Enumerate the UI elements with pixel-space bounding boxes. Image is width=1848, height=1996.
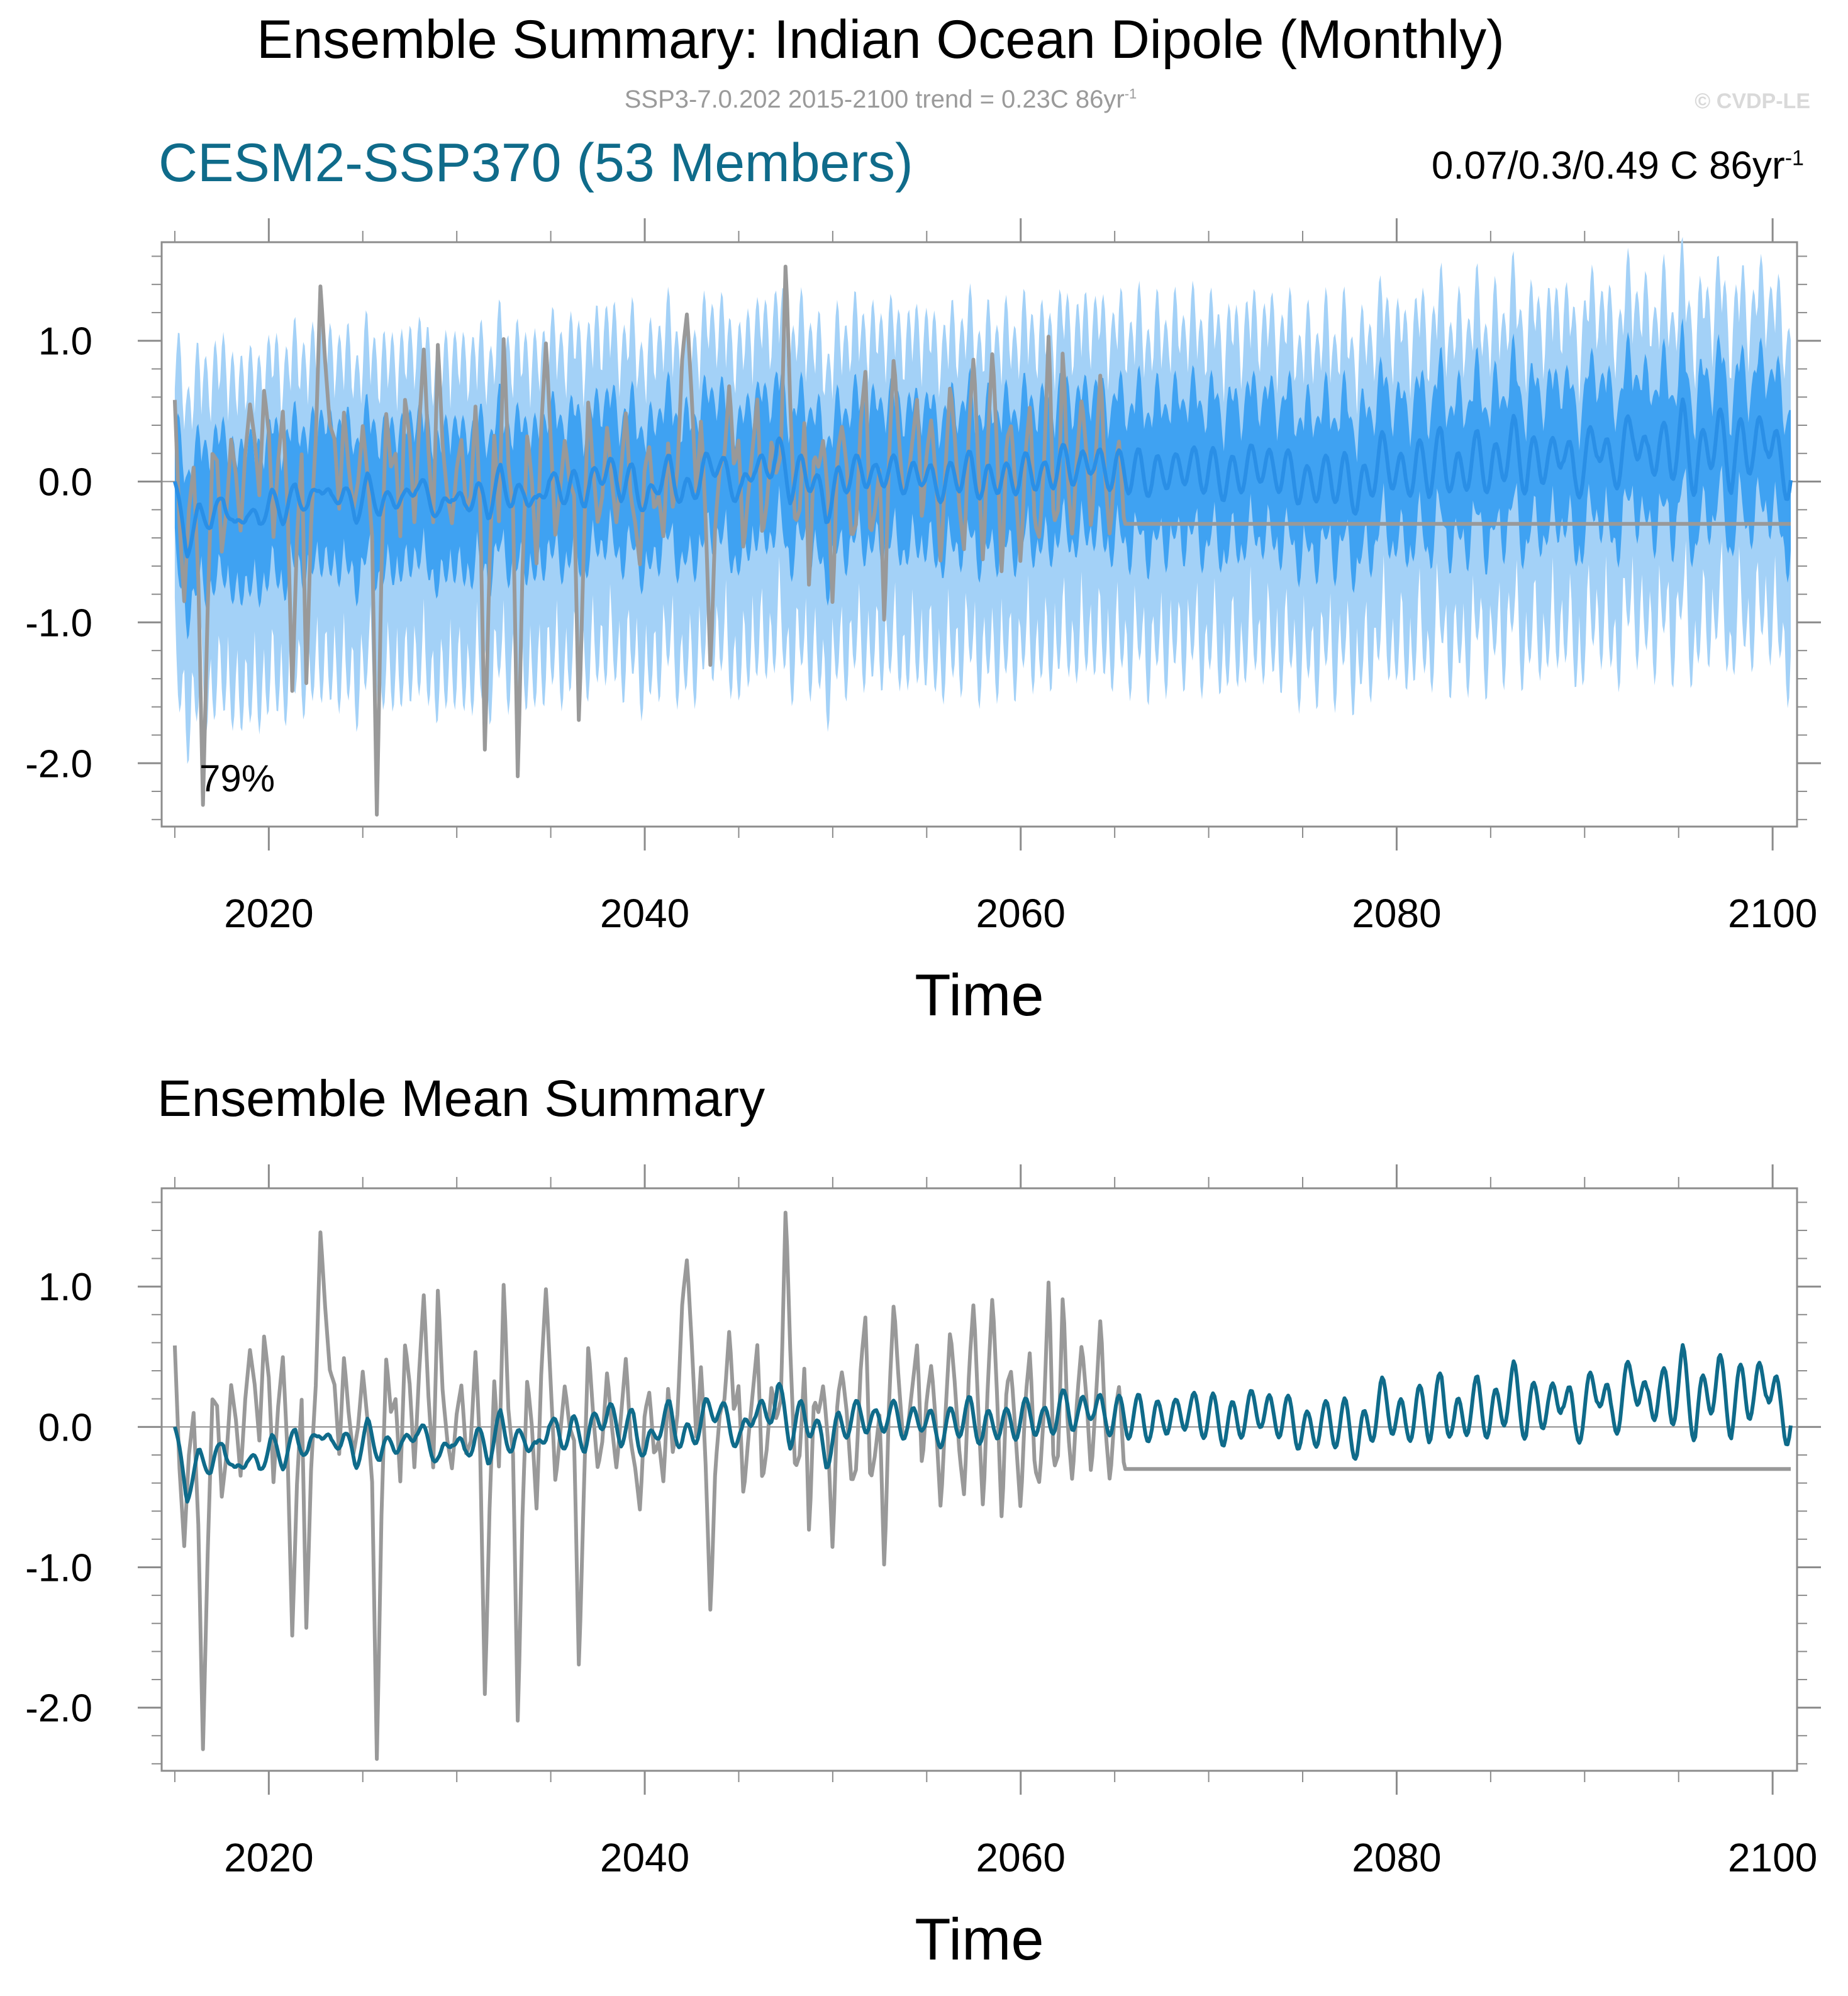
p2-y-tick-label: 1.0 — [38, 1266, 92, 1309]
p1-x-tick-label: 2100 — [1728, 891, 1817, 936]
p2-y-tick-label: -2.0 — [25, 1687, 92, 1731]
p1-y-tick-label: -1.0 — [25, 601, 92, 645]
p2-x-tick-label: 2080 — [1352, 1835, 1441, 1880]
panel2-title: Ensemble Mean Summary — [157, 1070, 765, 1127]
p2-x-tick-label: 2100 — [1728, 1835, 1817, 1880]
p1-x-tick-label: 2060 — [976, 891, 1066, 936]
p1-observations-line — [172, 264, 1791, 817]
p2-y-tick-label: 0.0 — [38, 1406, 92, 1449]
trend-subtitle-text: SSP3-7.0.202 2015-2100 trend = 0.23C 86y… — [624, 86, 1125, 113]
trend-range-exponent: -1 — [1784, 146, 1804, 170]
p2-ensemble-mean-line — [173, 1343, 1793, 1504]
p1-x-tick-label: 2040 — [600, 891, 689, 936]
p1-y-tick-label: -2.0 — [25, 742, 92, 786]
p1-x-axis-label: Time — [915, 962, 1044, 1028]
trend-range-text: 0.07/0.3/0.49 C 86yr — [1431, 144, 1785, 187]
p2-x-tick-label: 2040 — [600, 1835, 689, 1880]
trend-subtitle: SSP3-7.0.202 2015-2100 trend = 0.23C 86y… — [0, 86, 1761, 114]
p1-percent-label: 79% — [199, 757, 275, 800]
p1-y-tick-label: 1.0 — [38, 320, 92, 364]
copyright-watermark: © CVDP-LE — [1695, 89, 1810, 113]
p1-x-tick-label: 2080 — [1352, 891, 1441, 936]
p2-x-tick-label: 2020 — [224, 1835, 313, 1880]
chart-title: Ensemble Summary: Indian Ocean Dipole (M… — [257, 9, 1505, 70]
p2-plot-frame — [160, 1187, 1798, 1772]
p1-ensemble-mean-line — [173, 397, 1793, 559]
panel-ensemble-mean: 1.0 0.0 -1.0 -2.0 2020 2040 2060 2080 2100 Time — [25, 1164, 1821, 1972]
trend-subtitle-exponent: -1 — [1124, 86, 1137, 102]
p1-x-tick-label: 2020 — [224, 891, 313, 936]
p2-x-axis-label: Time — [915, 1906, 1044, 1972]
p2-observations-line — [172, 1210, 1791, 1761]
model-name: CESM2-SSP370 (53 Members) — [159, 133, 913, 193]
p1-y-tick-label: 0.0 — [38, 461, 92, 505]
p2-x-tick-label: 2060 — [976, 1835, 1066, 1880]
trend-range: 0.07/0.3/0.49 C 86yr-1 — [1432, 143, 1804, 188]
panel-ensemble-summary: 1.0 0.0 -1.0 -2.0 2020 2040 2060 2080 2100 Time 79… — [25, 218, 1821, 1028]
p2-y-tick-label: -1.0 — [25, 1546, 92, 1590]
